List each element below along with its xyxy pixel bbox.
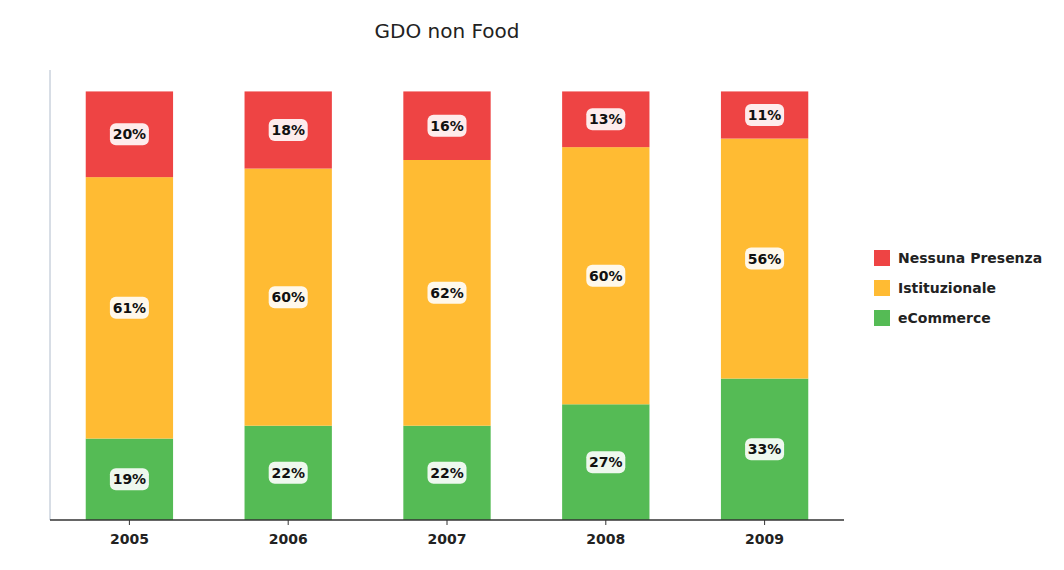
- bars: [86, 91, 809, 520]
- data-label: 27%: [589, 454, 623, 470]
- data-label-box: [586, 108, 625, 130]
- y-axis-line: [50, 70, 51, 520]
- bar-segment: [562, 91, 649, 147]
- x-tick-label: 2008: [586, 531, 625, 547]
- bar-segment: [245, 426, 332, 520]
- bar-segment: [245, 169, 332, 426]
- bar-segment: [721, 91, 808, 138]
- data-label-box: [110, 297, 149, 319]
- data-label-box: [110, 468, 149, 490]
- data-label-box: [428, 115, 467, 137]
- data-label: 62%: [430, 285, 464, 301]
- legend-label: Nessuna Presenza: [898, 250, 1042, 266]
- data-label: 20%: [113, 126, 147, 142]
- data-label: 61%: [113, 300, 147, 316]
- x-tick-label: 2009: [745, 531, 784, 547]
- data-label-box: [269, 286, 308, 308]
- bar-segment: [86, 177, 173, 438]
- x-tick-label: 2006: [269, 531, 308, 547]
- data-label: 22%: [430, 465, 464, 481]
- data-label-box: [586, 265, 625, 287]
- data-label: 16%: [430, 118, 464, 134]
- data-label-box: [745, 248, 784, 270]
- data-label: 19%: [113, 471, 147, 487]
- bar-segment: [403, 91, 490, 160]
- data-label: 13%: [589, 111, 623, 127]
- data-label: 22%: [271, 465, 305, 481]
- data-label-box: [745, 104, 784, 126]
- bar-segment: [721, 379, 808, 520]
- bar-segment: [245, 91, 332, 168]
- bar-segment: [562, 147, 649, 404]
- data-label: 11%: [748, 107, 782, 123]
- x-tick-label: 2007: [428, 531, 467, 547]
- legend-swatch: [874, 250, 890, 266]
- data-label: 18%: [271, 122, 305, 138]
- bar-segment: [86, 439, 173, 520]
- bar-segment: [562, 404, 649, 520]
- data-labels: 19% 22% 22% 27% 33% 61% 60% 62% 60% 56% 20% 18% 16% 1…: [110, 104, 784, 490]
- title: GDO non Food: [375, 19, 520, 43]
- x-tick: [288, 520, 289, 525]
- x-tick: [764, 520, 765, 525]
- data-label-box: [110, 123, 149, 145]
- legend-swatch: [874, 310, 890, 326]
- legend-label: Istituzionale: [898, 280, 996, 296]
- data-label-box: [428, 462, 467, 484]
- chart: GDO non Food 19% 22% 22% 27% 33% 61% 60% 62% 60% 5…: [0, 0, 1064, 570]
- data-label-box: [586, 451, 625, 473]
- legend-swatch: [874, 280, 890, 296]
- data-label-box: [269, 462, 308, 484]
- bar-segment: [403, 160, 490, 426]
- data-label: 60%: [589, 268, 623, 284]
- legend: Nessuna Presenza Istituzionale eCommerce: [874, 250, 1042, 326]
- data-label: 33%: [748, 441, 782, 457]
- x-tick: [447, 520, 448, 525]
- data-label: 60%: [271, 289, 305, 305]
- x-tick: [605, 520, 606, 525]
- x-tick: [129, 520, 130, 525]
- data-label-box: [269, 119, 308, 141]
- data-label: 56%: [748, 251, 782, 267]
- bar-segment: [86, 91, 173, 177]
- data-label-box: [745, 438, 784, 460]
- x-axis: 2005 2006 2007 2008 2009: [50, 520, 844, 547]
- legend-label: eCommerce: [898, 310, 991, 326]
- bar-segment: [721, 139, 808, 379]
- data-label-box: [428, 282, 467, 304]
- x-tick-label: 2005: [110, 531, 149, 547]
- bar-segment: [403, 426, 490, 520]
